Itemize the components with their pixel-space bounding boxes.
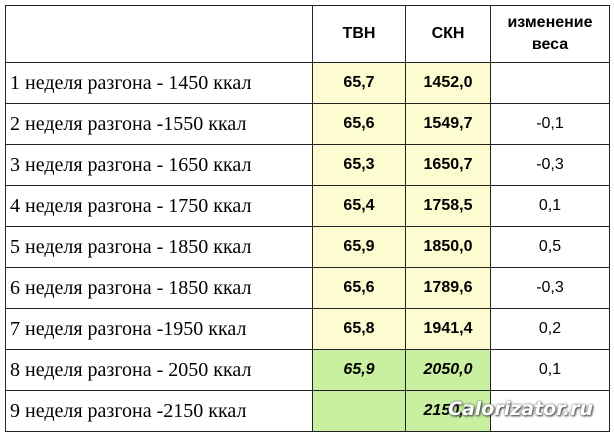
row: 1 неделя разгона - 1450 ккал 65,7 1452,0	[5, 62, 610, 104]
table: ТВН СКН изменение веса 1 неделя разгона - 1…	[5, 5, 610, 432]
cell: 65,7	[312, 62, 406, 104]
cell: -0,3	[490, 267, 610, 309]
header-cell: изменение веса	[490, 5, 610, 63]
cell: 0,1	[490, 349, 610, 391]
header-cell: ТВН	[312, 5, 406, 63]
header-cell	[5, 5, 313, 63]
cell: 65,6	[312, 103, 406, 145]
header-cell: СКН	[405, 5, 491, 63]
cell: 1452,0	[405, 62, 491, 104]
cell: 0,1	[490, 185, 610, 227]
row: 3 неделя разгона - 1650 ккал 65,3 1650,7 -0…	[5, 144, 610, 186]
cell: 9 неделя разгона -2150 ккал	[5, 390, 313, 432]
cell: 6 неделя разгона - 1850 ккал	[5, 267, 313, 309]
row: 2 неделя разгона -1550 ккал 65,6 1549,7 -0,…	[5, 103, 610, 145]
row: 6 неделя разгона - 1850 ккал 65,6 1789,6 -0…	[5, 267, 610, 309]
cell: 1850,0	[405, 226, 491, 268]
row: 7 неделя разгона -1950 ккал 65,8 1941,4 0,2	[5, 308, 610, 350]
cell: 65,9	[312, 349, 406, 391]
watermark: Calorizator.ru	[448, 398, 594, 420]
cell: -0,3	[490, 144, 610, 186]
cell: 2050,0	[405, 349, 491, 391]
cell: 1650,7	[405, 144, 491, 186]
cell: 65,9	[312, 226, 406, 268]
cell: 65,3	[312, 144, 406, 186]
cell: -0,1	[490, 103, 610, 145]
cell: 8 неделя разгона - 2050 ккал	[5, 349, 313, 391]
cell: 7 неделя разгона -1950 ккал	[5, 308, 313, 350]
header-row: ТВН СКН изменение веса	[5, 5, 610, 63]
cell	[490, 62, 610, 104]
cell: 0,2	[490, 308, 610, 350]
cell: 1758,5	[405, 185, 491, 227]
cell	[490, 390, 610, 432]
row: 8 неделя разгона - 2050 ккал 65,9 2050,0 0,…	[5, 349, 610, 391]
cell: 65,4	[312, 185, 406, 227]
cell: 65,6	[312, 267, 406, 309]
cell: 1789,6	[405, 267, 491, 309]
cell: 1 неделя разгона - 1450 ккал	[5, 62, 313, 104]
row: 9 неделя разгона -2150 ккал 2150,0	[5, 390, 610, 432]
cell: 3 неделя разгона - 1650 ккал	[5, 144, 313, 186]
cell: 0,5	[490, 226, 610, 268]
cell: 4 неделя разгона - 1750 ккал	[5, 185, 313, 227]
cell: 1941,4	[405, 308, 491, 350]
cell: 1549,7	[405, 103, 491, 145]
cell: 2 неделя разгона -1550 ккал	[5, 103, 313, 145]
cell	[312, 390, 406, 432]
cell: 65,8	[312, 308, 406, 350]
row: 5 неделя разгона - 1850 ккал 65,9 1850,0 0,…	[5, 226, 610, 268]
row: 4 неделя разгона - 1750 ккал 65,4 1758,5 0,…	[5, 185, 610, 227]
cell: 5 неделя разгона - 1850 ккал	[5, 226, 313, 268]
cell: 2150,0	[405, 390, 491, 432]
